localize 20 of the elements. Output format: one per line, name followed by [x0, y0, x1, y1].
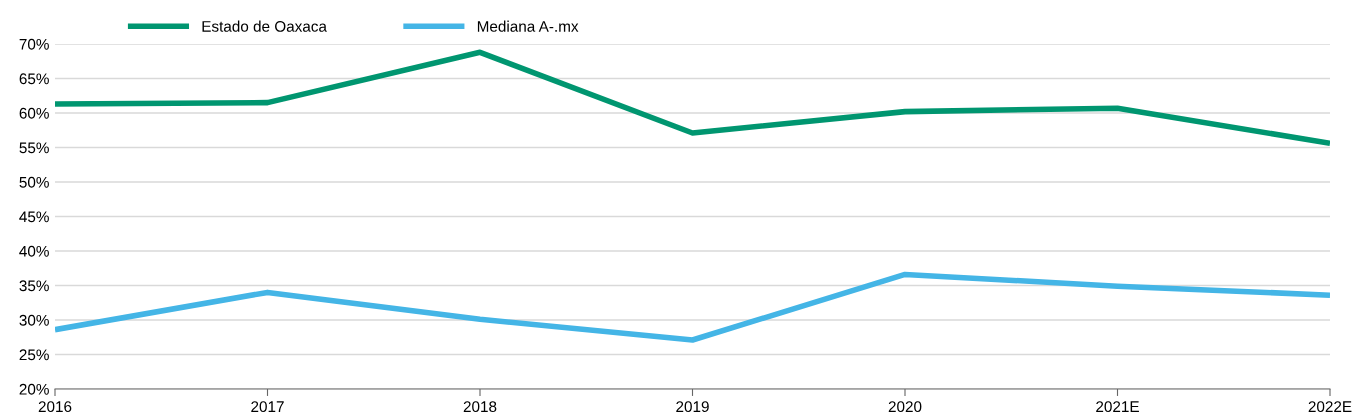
legend-label: Estado de Oaxaca	[202, 20, 327, 32]
y-tick-label: 55%	[19, 142, 49, 154]
y-tick-label: 30%	[19, 314, 49, 326]
legend-label: Mediana A-.mx	[477, 20, 579, 32]
y-tick-label: 50%	[19, 176, 49, 188]
x-tick-label: 2021E	[1096, 401, 1139, 413]
y-tick-label: 35%	[19, 280, 49, 292]
y-tick-label: 70%	[19, 38, 49, 50]
y-tick-label: 65%	[19, 73, 49, 85]
x-tick-label: 2017	[251, 401, 284, 413]
x-tick-label: 2016	[38, 401, 72, 413]
y-tick-label: 45%	[19, 211, 49, 223]
y-tick-label: 60%	[19, 107, 49, 119]
y-tick-label: 20%	[19, 383, 49, 395]
y-tick-label: 40%	[19, 245, 49, 257]
x-tick-label: 2019	[676, 401, 709, 413]
x-tick-label: 2020	[888, 401, 922, 413]
x-tick-label: 2022E	[1308, 401, 1352, 413]
y-tick-label: 25%	[19, 349, 49, 361]
x-tick-label: 2018	[463, 401, 497, 413]
